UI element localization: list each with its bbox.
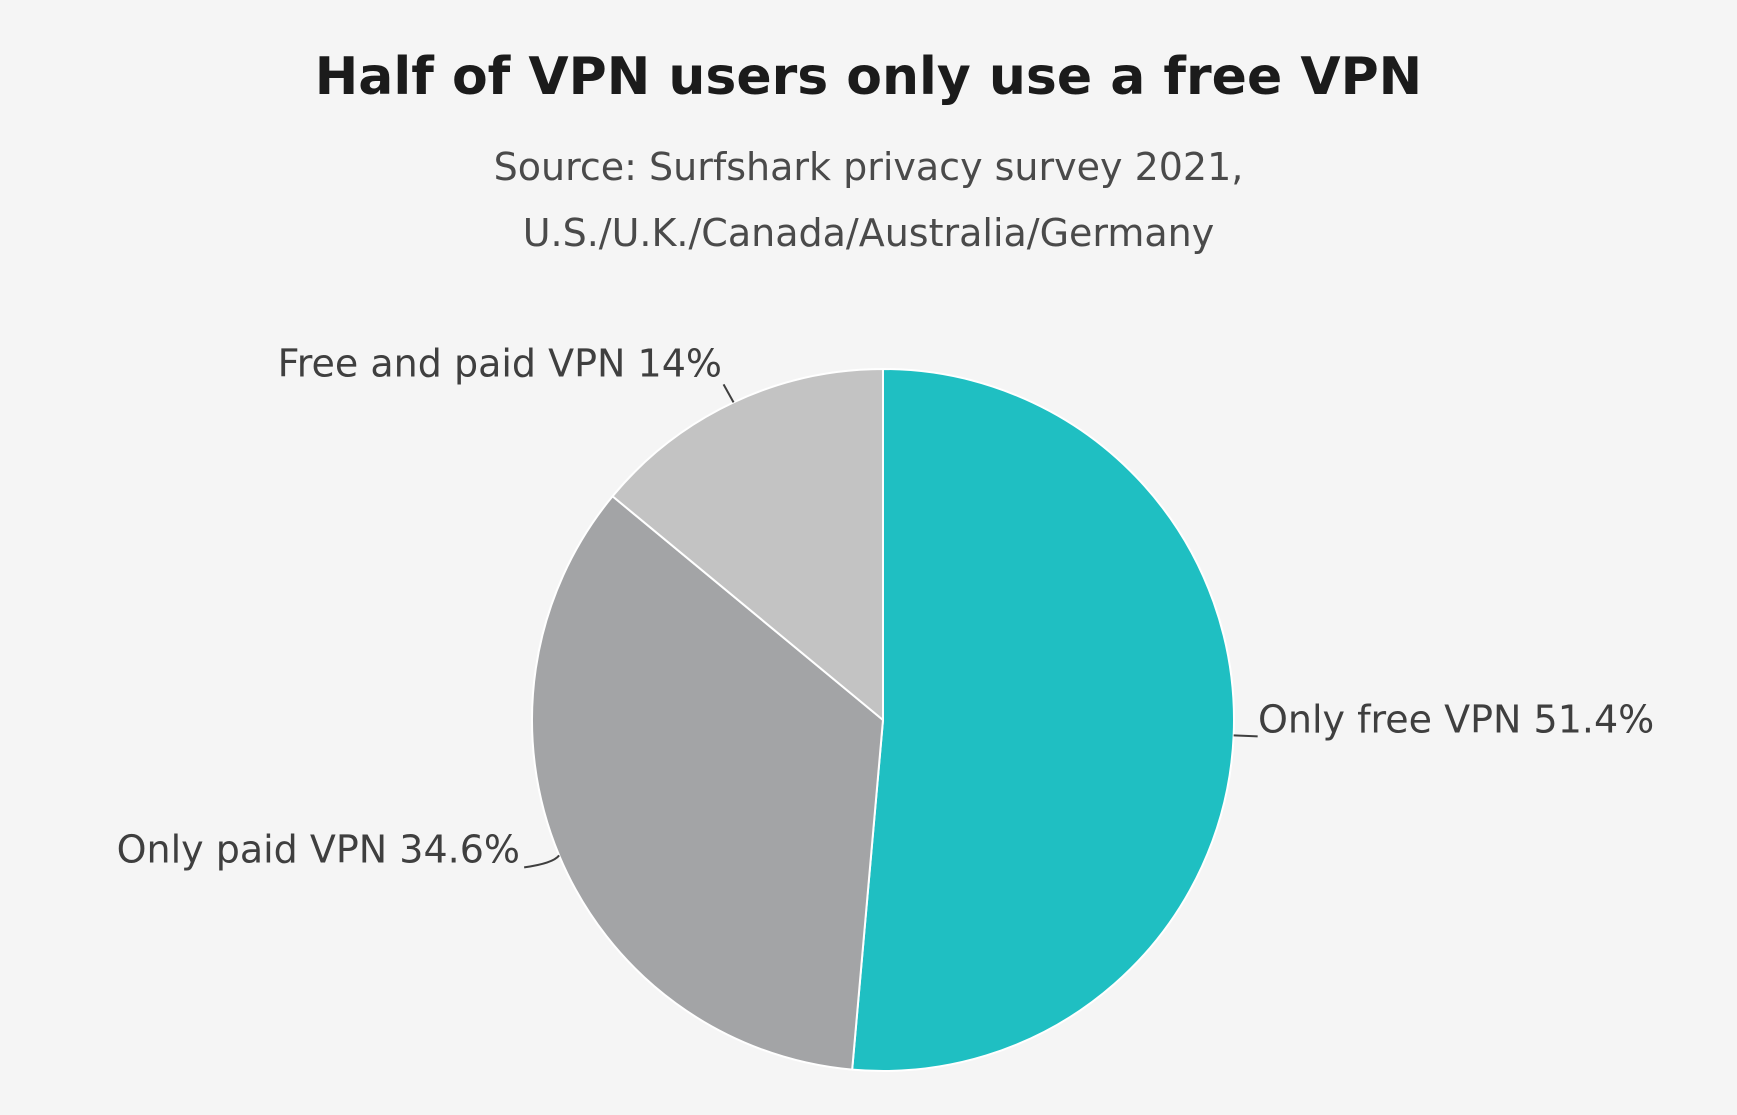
leader-line-1 [1233,734,1258,738]
pie-slices [531,368,1235,1072]
slice-label-2: Only paid VPN 34.6% [117,828,520,872]
slice-labels: Only free VPN 51.4% Only paid VPN 34.6% Fr… [117,342,1655,872]
leader-lines [524,383,1258,869]
pie-slice-3 [611,368,884,721]
leader-line-3 [722,383,735,403]
chart-title: Half of VPN users only use a free VPN [314,47,1423,107]
chart-subtitle-line-2: U.S./U.K./Canada/Australia/Germany [522,211,1215,255]
pie-slice-2 [531,495,884,1071]
chart-subtitle: Source: Surfshark privacy survey 2021, U… [0,134,1737,266]
pie-slice-1 [851,368,1235,1072]
leader-line-2 [524,854,560,869]
slice-label-3: Free and paid VPN 14% [278,342,722,386]
slice-label-1: Only free VPN 51.4% [1258,698,1654,742]
chart-subtitle-line-1: Source: Surfshark privacy survey 2021, [493,145,1244,189]
